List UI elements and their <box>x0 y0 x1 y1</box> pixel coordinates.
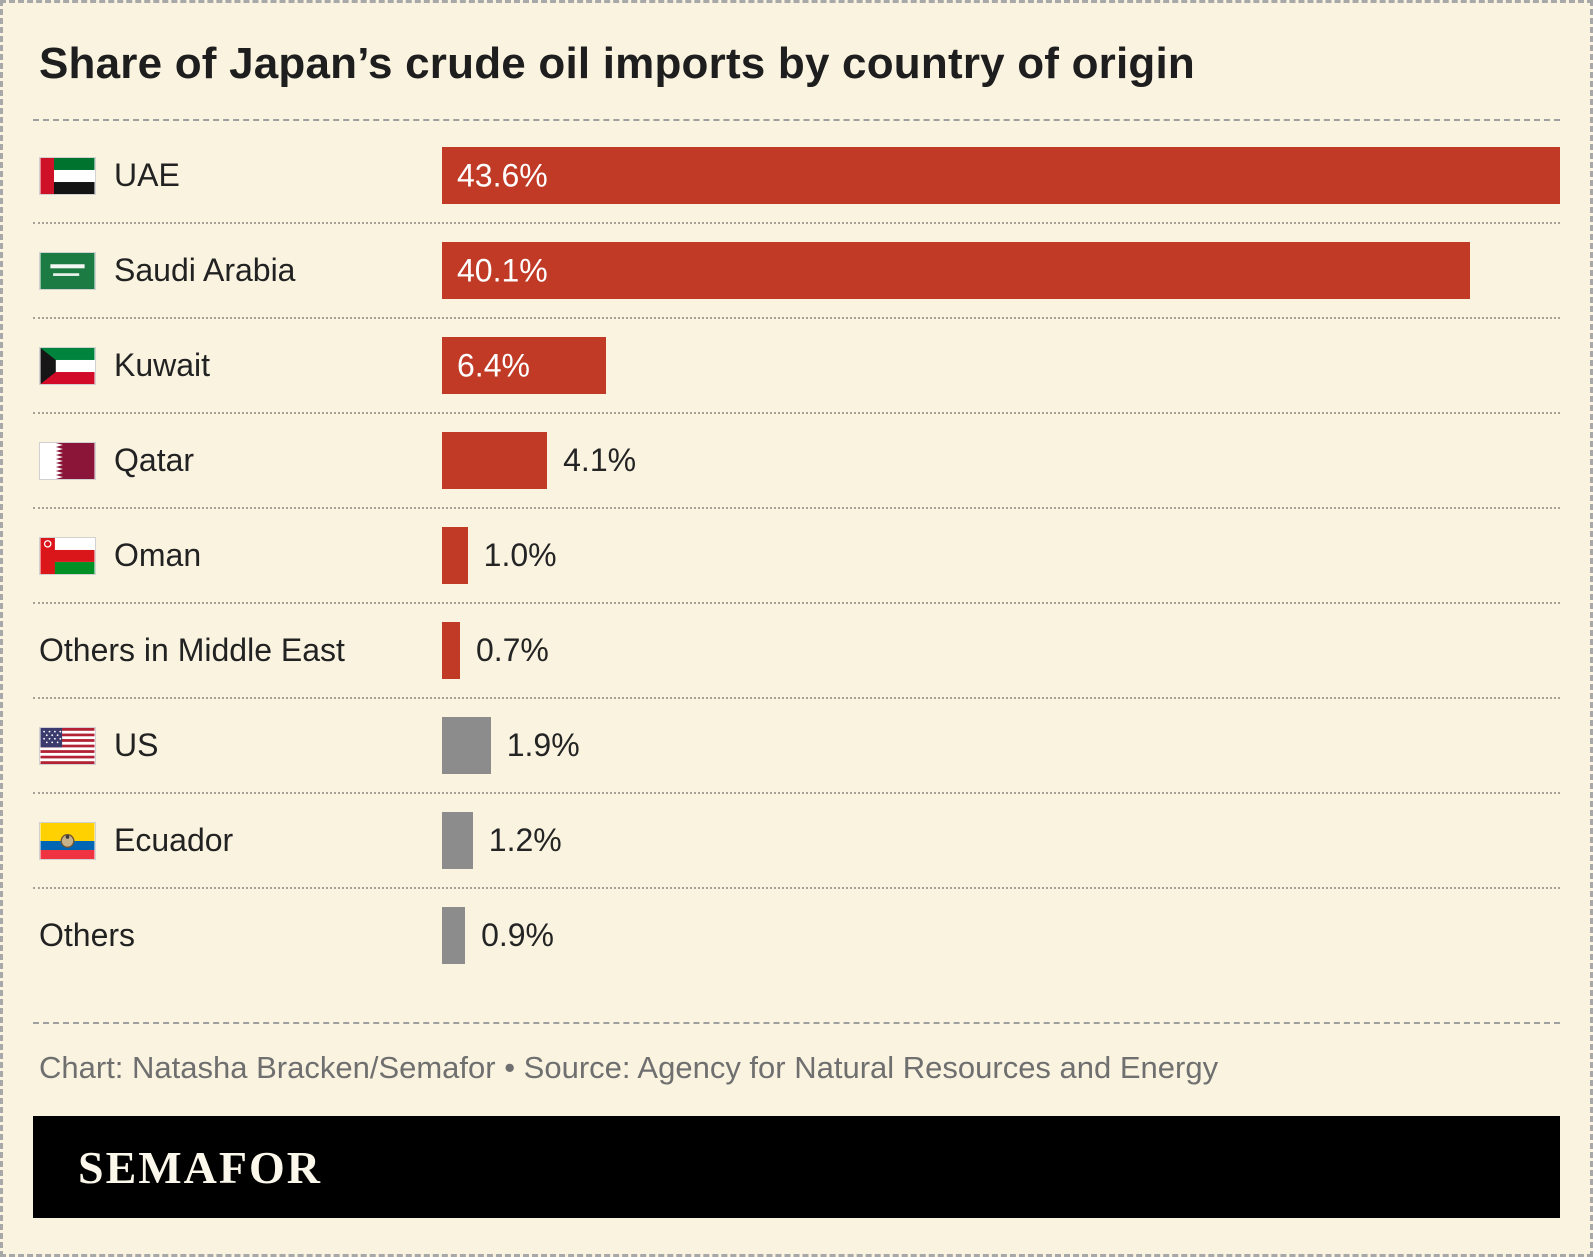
value-label: 1.9% <box>506 727 580 763</box>
bar-ecuador <box>442 812 473 869</box>
country-label: US <box>114 727 159 763</box>
country-label: UAE <box>114 157 180 193</box>
bar-kuwait: 6.4% <box>442 337 607 394</box>
bar-uae: 43.6% <box>442 147 1560 204</box>
country-label: Kuwait <box>114 347 211 383</box>
chart-row-others-middle-east: Others in Middle East 0.7% <box>33 602 1560 697</box>
oman-flag-icon <box>39 536 96 575</box>
value-label: 0.9% <box>481 917 554 953</box>
value-label: 43.6% <box>457 157 548 193</box>
bar-oman <box>442 527 468 584</box>
chart-row-saudi-arabia: Saudi Arabia 40.1% <box>33 222 1560 317</box>
saudi-arabia-flag-icon <box>39 251 96 290</box>
chart-row-qatar: Qatar 4.1% <box>33 412 1560 507</box>
value-label: 1.0% <box>483 537 557 573</box>
chart-title: Share of Japan’s crude oil imports by co… <box>39 39 1195 88</box>
bar-us <box>442 717 491 774</box>
chart-row-ecuador: Ecuador 1.2% <box>33 792 1560 887</box>
value-label: 40.1% <box>457 252 548 288</box>
kuwait-flag-icon <box>39 346 96 385</box>
country-label: Saudi Arabia <box>114 252 296 288</box>
chart-row-kuwait: Kuwait 6.4% <box>33 317 1560 412</box>
value-label: 6.4% <box>457 347 530 383</box>
bar-chart: UAE 43.6% Saudi Arabia 40.1% <box>33 119 1560 1024</box>
value-label: 1.2% <box>488 822 562 858</box>
country-label: Ecuador <box>114 822 234 858</box>
semafor-logo-bar: SEMAFOR <box>33 1116 1560 1218</box>
chart-row-others: Others 0.9% <box>33 887 1560 982</box>
bar-qatar <box>442 432 548 489</box>
bar-others-middle-east <box>442 622 460 679</box>
ecuador-flag-icon <box>39 821 96 860</box>
country-label: Qatar <box>114 442 195 478</box>
country-label: Oman <box>114 537 202 573</box>
chart-credit: Chart: Natasha Bracken/Semafor • Source:… <box>39 1050 1219 1085</box>
bar-saudi-arabia: 40.1% <box>442 242 1471 299</box>
chart-row-us: US 1.9% <box>33 697 1560 792</box>
chart-row-uae: UAE 43.6% <box>33 129 1560 222</box>
value-label: 0.7% <box>475 632 549 668</box>
value-label: 4.1% <box>563 442 637 478</box>
uae-flag-icon <box>39 156 96 195</box>
country-label: Others <box>39 917 136 953</box>
bar-others <box>442 907 466 964</box>
country-label: Others in Middle East <box>39 632 345 668</box>
semafor-logo: SEMAFOR <box>78 1141 322 1193</box>
qatar-flag-icon <box>39 441 96 480</box>
us-flag-icon <box>39 726 96 765</box>
chart-row-oman: Oman 1.0% <box>33 507 1560 602</box>
